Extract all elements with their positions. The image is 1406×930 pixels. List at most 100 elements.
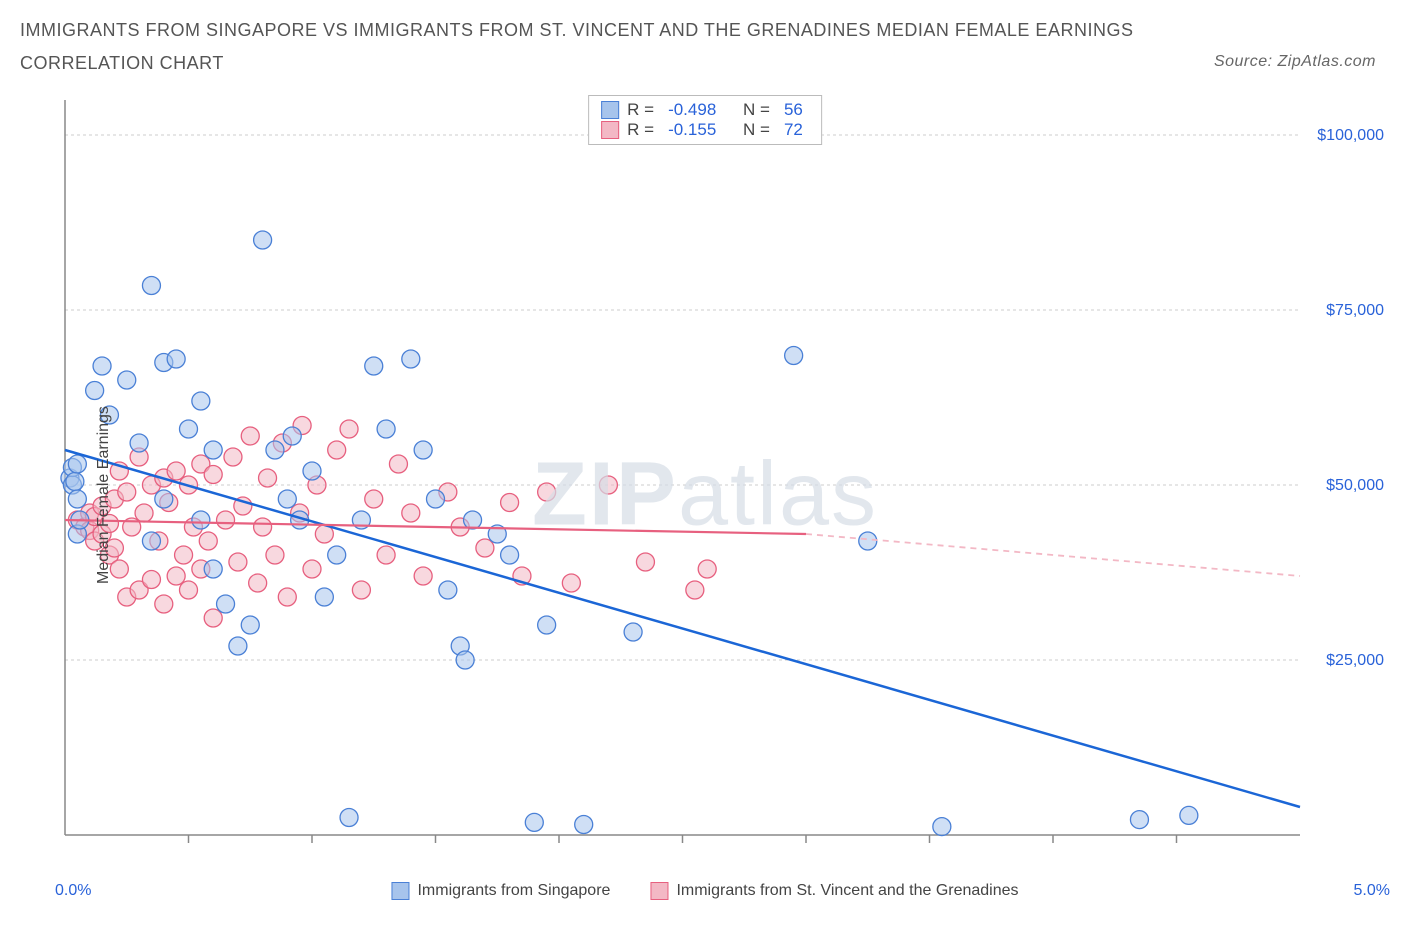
n-value-1: 56 [784,100,803,120]
scatter-point [118,371,136,389]
scatter-point [254,231,272,249]
scatter-point [538,616,556,634]
svg-text:$25,000: $25,000 [1326,652,1384,669]
scatter-point [377,546,395,564]
scatter-point [93,357,111,375]
scatter-point [562,574,580,592]
scatter-plot-svg: $25,000$50,000$75,000$100,000 [20,95,1390,865]
svg-text:$50,000: $50,000 [1326,477,1384,494]
scatter-point [254,518,272,536]
scatter-point [167,350,185,368]
scatter-point [199,532,217,550]
scatter-point [229,553,247,571]
scatter-point [68,490,86,508]
scatter-point [303,560,321,578]
scatter-point [142,571,160,589]
scatter-point [439,581,457,599]
scatter-point [130,434,148,452]
scatter-point [155,595,173,613]
scatter-point [402,350,420,368]
legend-series-names: Immigrants from Singapore Immigrants fro… [391,882,1018,900]
scatter-point [352,581,370,599]
scatter-point [365,357,383,375]
scatter-point [86,382,104,400]
scatter-point [340,809,358,827]
scatter-point [525,813,543,831]
scatter-point [249,574,267,592]
trend-line-2-solid [65,520,806,534]
scatter-point [402,504,420,522]
r-value-2: -0.155 [668,120,716,140]
scatter-point [167,567,185,585]
scatter-point [204,609,222,627]
scatter-point [68,455,86,473]
scatter-point [155,490,173,508]
scatter-point [283,427,301,445]
legend-stats-row-1: R = -0.498 N = 56 [601,100,809,120]
scatter-point [476,539,494,557]
scatter-point [224,448,242,466]
scatter-point [192,392,210,410]
scatter-point [142,532,160,550]
scatter-point [217,595,235,613]
scatter-point [456,651,474,669]
scatter-point [427,490,445,508]
chart-container: R = -0.498 N = 56 R = -0.155 N = 72 ZIPa… [20,95,1390,895]
legend-swatch-series-2 [601,121,619,139]
series-name-1: Immigrants from Singapore [417,882,610,900]
scatter-point [575,816,593,834]
scatter-point [180,581,198,599]
scatter-point [859,532,877,550]
scatter-point [266,546,284,564]
scatter-point [315,588,333,606]
chart-title-line2: CORRELATION CHART [20,53,224,74]
scatter-point [204,466,222,484]
scatter-point [365,490,383,508]
legend-swatch-1 [391,882,409,900]
scatter-point [464,511,482,529]
scatter-point [142,277,160,295]
scatter-point [328,546,346,564]
n-label: N = [743,120,770,140]
r-value-1: -0.498 [668,100,716,120]
scatter-point [538,483,556,501]
scatter-point [118,483,136,501]
scatter-point [110,560,128,578]
scatter-point [599,476,617,494]
scatter-point [278,490,296,508]
x-axis-min-label: 0.0% [55,882,91,900]
scatter-point [241,616,259,634]
scatter-point [340,420,358,438]
r-label: R = [627,100,654,120]
scatter-point [1130,811,1148,829]
scatter-point [933,818,951,836]
scatter-point [414,441,432,459]
y-axis-label: Median Female Earnings [95,406,113,584]
trend-line-2-dash [806,534,1300,576]
legend-item-1: Immigrants from Singapore [391,882,610,900]
scatter-point [167,462,185,480]
scatter-point [180,420,198,438]
scatter-point [135,504,153,522]
scatter-point [217,511,235,529]
chart-title-line1: IMMIGRANTS FROM SINGAPORE VS IMMIGRANTS … [20,20,1376,41]
r-label: R = [627,120,654,140]
scatter-point [66,473,84,491]
series-name-2: Immigrants from St. Vincent and the Gren… [676,882,1018,900]
title-area: IMMIGRANTS FROM SINGAPORE VS IMMIGRANTS … [0,0,1406,74]
n-value-2: 72 [784,120,803,140]
scatter-point [389,455,407,473]
scatter-point [229,637,247,655]
x-axis-max-label: 5.0% [1354,882,1390,900]
scatter-point [241,427,259,445]
legend-stats-row-2: R = -0.155 N = 72 [601,120,809,140]
scatter-point [785,347,803,365]
scatter-point [266,441,284,459]
scatter-point [204,441,222,459]
legend-stats-box: R = -0.498 N = 56 R = -0.155 N = 72 [588,95,822,145]
scatter-point [192,511,210,529]
scatter-point [259,469,277,487]
svg-text:$100,000: $100,000 [1317,127,1384,144]
scatter-point [501,494,519,512]
n-label: N = [743,100,770,120]
